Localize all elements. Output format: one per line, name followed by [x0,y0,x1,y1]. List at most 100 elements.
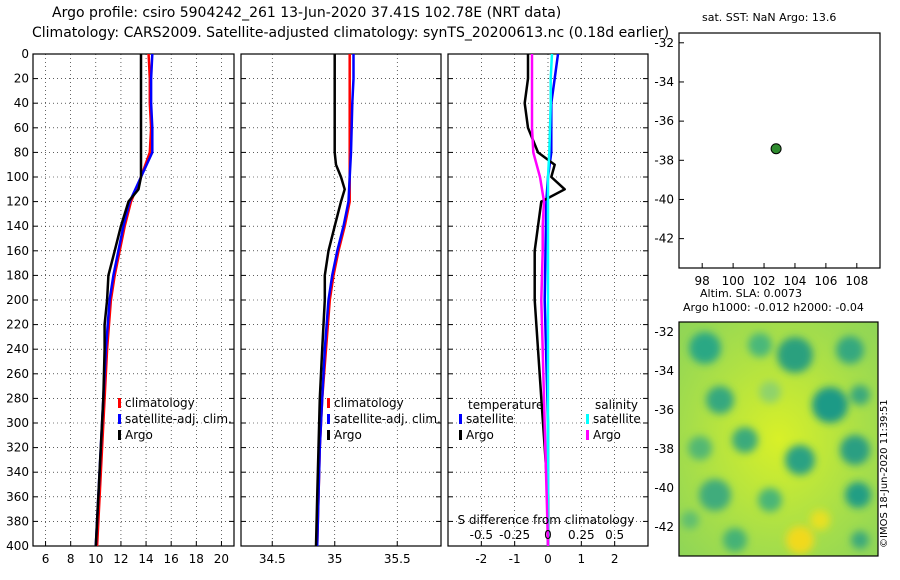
series-line-salinity-argo [530,54,550,547]
sla-anomaly-blob [785,445,815,475]
y-tick-label: 300 [6,416,29,430]
title-line-2: Climatology: CARS2009. Satellite-adjuste… [32,25,670,41]
y-tick-label: 360 [6,490,29,504]
legend-label: satellite [593,412,641,426]
y-tick-label: 380 [6,514,29,528]
map-y-tick-label: -36 [654,114,674,128]
argo-location-marker [770,143,782,155]
y-tick-label: 200 [6,293,29,307]
sla-title-1: Altim. SLA: 0.0073 [700,287,803,300]
x-tick-label: 20 [214,552,229,566]
sla-y-tick-label: -32 [654,325,674,339]
legend-heading-salinity: salinity [595,398,638,412]
x-tick-label: 6 [42,552,50,566]
series-line-argo [94,54,143,547]
x-tick-label: 18 [189,552,204,566]
imos-timestamp: ©IMOS 18-Jun-2020 11:39:51 [879,399,890,548]
legend-swatch [327,398,330,408]
y-tick-label: 260 [6,367,29,381]
x-tick-label: 16 [164,552,179,566]
y-tick-label: 40 [14,96,29,110]
legend-label: Argo [593,428,621,442]
sla-y-tick-label: -34 [654,364,674,378]
x-tick-label: 8 [67,552,75,566]
sla-title-2: Argo h1000: -0.012 h2000: -0.04 [683,301,864,314]
legend-heading-temperature: temperature [468,398,543,412]
map-y-tick-label: -42 [654,232,674,246]
sla-anomaly-blob [758,488,782,512]
legend-swatch [327,430,330,440]
map-y-tick-label: -38 [654,153,674,167]
y-tick-label: 80 [14,145,29,159]
sla-anomaly-blob [845,482,871,508]
x-tick-label: -1 [509,552,521,566]
legend-swatch [118,430,121,440]
sla-anomaly-blob [812,387,848,423]
legend-label: Argo [466,428,494,442]
y-tick-label: 280 [6,391,29,405]
y-tick-label: 120 [6,195,29,209]
x-tick-label: 35 [327,552,342,566]
sla-anomaly-blob [810,510,830,530]
x-tick-label: 12 [113,552,128,566]
map-x-tick-label: 106 [814,274,837,288]
legend-swatch [118,414,121,424]
legend-swatch [118,398,121,408]
legend-label: Argo [334,428,362,442]
sla-blobs [681,332,871,554]
salinity-tick-label: 0.25 [568,528,595,542]
legend-label: climatology [125,396,195,410]
legend-label: Argo [125,428,153,442]
x-tick-label: 34.5 [259,552,286,566]
sla-anomaly-blob [706,386,734,414]
y-tick-label: 160 [6,244,29,258]
legend-label: satellite-adj. clim. [334,412,441,426]
y-tick-label: 100 [6,170,29,184]
sla-y-tick-label: -42 [654,520,674,534]
y-tick-label: 400 [6,539,29,553]
sla-anomaly-blob [786,526,814,554]
sla-anomaly-blob [777,337,813,373]
map-y-tick-label: -40 [654,192,674,206]
title-line-1: Argo profile: csiro 5904242_261 13-Jun-2… [52,5,562,21]
map-x-tick-label: 108 [845,274,868,288]
sla-anomaly-blob [681,511,699,529]
legend-swatch [586,414,589,424]
series-line-argo [314,54,346,547]
x-tick-label: 2 [611,552,619,566]
y-tick-label: 60 [14,121,29,135]
y-tick-label: 340 [6,465,29,479]
y-tick-label: 0 [21,47,29,61]
sla-anomaly-blob [748,333,772,357]
sla-anomaly-blob [689,332,721,364]
y-tick-label: 320 [6,441,29,455]
sla-anomaly-blob [699,479,731,511]
x-tick-label: -2 [475,552,487,566]
y-tick-label: 220 [6,318,29,332]
sla-anomaly-blob [723,528,747,552]
y-tick-label: 180 [6,268,29,282]
sla-anomaly-blob [851,531,869,549]
sla-anomaly-blob [840,435,870,465]
legend-swatch [459,430,462,440]
x-tick-label: 35.5 [384,552,411,566]
legend-swatch [327,414,330,424]
salinity-tick-label: 0 [544,528,552,542]
sla-anomaly-blob [732,427,758,453]
panel-frame [32,53,235,547]
map-x-tick-label: 100 [722,274,745,288]
x-tick-label: 10 [88,552,103,566]
salinity-tick-label: -0.5 [470,528,493,542]
salinity-axis-title: S difference from climatology [458,513,635,527]
legend-label: climatology [334,396,404,410]
y-tick-label: 20 [14,72,29,86]
salinity-tick-label: -0.25 [499,528,530,542]
series-line-satellite-adj-clim- [94,53,154,547]
series-line-satellite-adj-clim- [315,54,355,547]
map-y-tick-label: -34 [654,75,674,89]
series-line-temperature-argo [523,54,566,546]
y-tick-label: 140 [6,219,29,233]
legend-label: satellite-adj. clim. [125,412,232,426]
legend-label: satellite [466,412,514,426]
